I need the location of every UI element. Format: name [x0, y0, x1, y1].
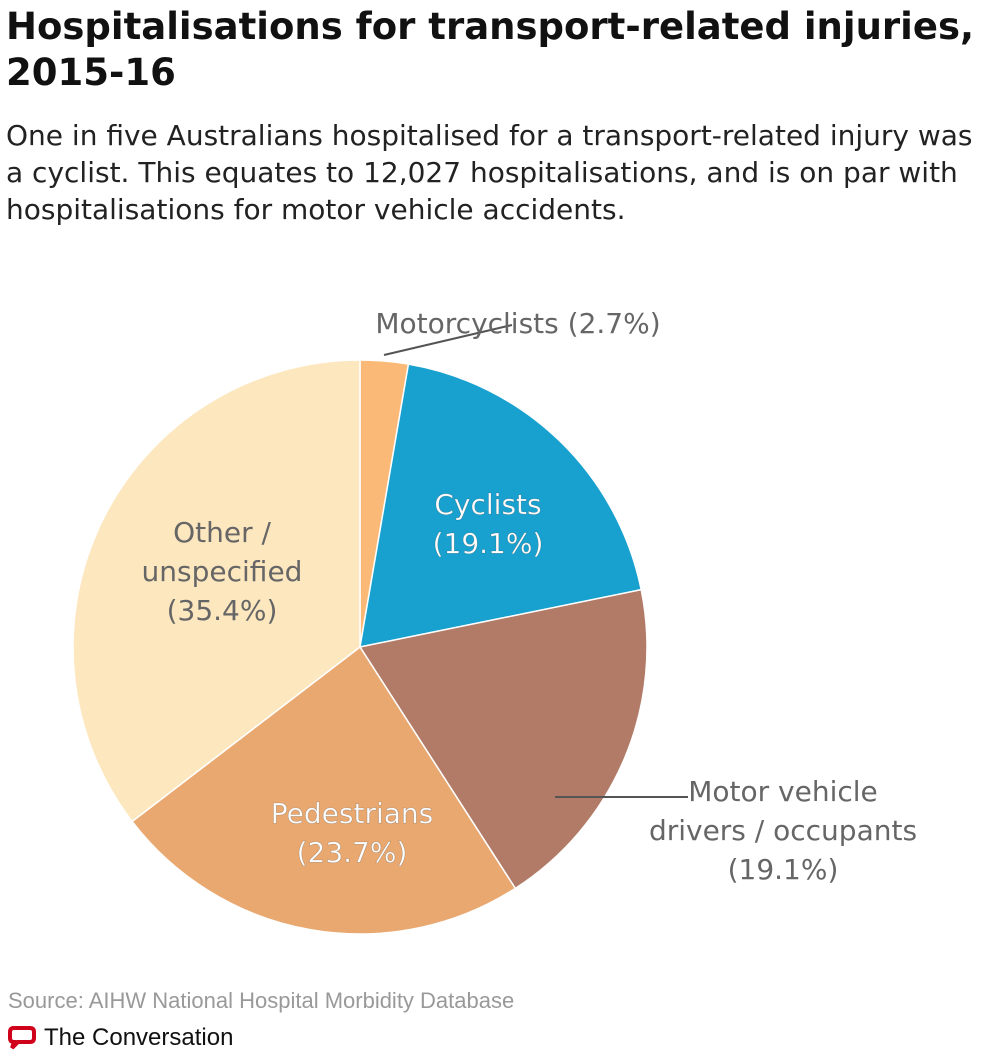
- conversation-logo-icon: [8, 1026, 36, 1050]
- pie-slice-cyclists: [359, 363, 643, 648]
- pie-slice-pedestrians: [131, 645, 517, 935]
- source-note: Source: AIHW National Hospital Morbidity…: [8, 988, 515, 1013]
- slice-label: Cyclists: [434, 488, 541, 521]
- slice-label: (35.4%): [167, 594, 278, 627]
- slice-label: Motorcyclists (2.7%): [375, 307, 660, 340]
- slice-label: unspecified: [142, 555, 303, 588]
- pie-chart: Motorcyclists (2.7%) Cyclists (19.1%) Motor…: [72, 307, 917, 935]
- pie-slice-motor-vehicle-drivers-occupants: [358, 588, 648, 890]
- slice-label: drivers / occupants: [649, 814, 917, 847]
- chart-subtitle: One in five Australians hospitalised for…: [6, 119, 973, 226]
- slice-label: Motor vehicle: [688, 775, 878, 808]
- chart-title: Hospitalisations for transport-related i…: [6, 5, 975, 94]
- slice-label: Pedestrians: [271, 797, 433, 830]
- pie-slice-other-unspecified: [72, 359, 361, 823]
- slice-label: (23.7%): [297, 836, 408, 869]
- slice-label: (19.1%): [433, 527, 544, 560]
- brand: The Conversation: [8, 1024, 233, 1052]
- slice-label: Other /: [173, 516, 271, 549]
- leader-line: [383, 324, 513, 356]
- slice-label: (19.1%): [728, 853, 839, 886]
- brand-name: The Conversation: [44, 1024, 234, 1051]
